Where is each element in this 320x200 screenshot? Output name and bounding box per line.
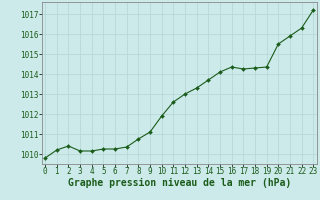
X-axis label: Graphe pression niveau de la mer (hPa): Graphe pression niveau de la mer (hPa) bbox=[68, 178, 291, 188]
